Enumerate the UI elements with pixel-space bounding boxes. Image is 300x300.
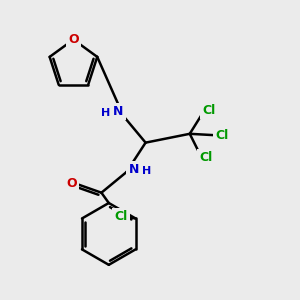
Text: Cl: Cl	[215, 129, 229, 142]
Text: N: N	[113, 105, 123, 118]
Text: N: N	[129, 163, 139, 176]
Text: Cl: Cl	[199, 151, 213, 164]
Text: Cl: Cl	[114, 211, 128, 224]
Text: O: O	[68, 33, 79, 46]
Text: H: H	[100, 108, 110, 118]
Text: Cl: Cl	[202, 104, 215, 117]
Text: H: H	[142, 166, 152, 176]
Text: O: O	[67, 177, 77, 190]
